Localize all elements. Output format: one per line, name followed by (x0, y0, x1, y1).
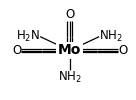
Text: O: O (118, 44, 127, 57)
Text: Mo: Mo (58, 44, 81, 58)
Text: O: O (65, 8, 74, 21)
Text: H$_2$N: H$_2$N (16, 29, 40, 44)
Text: O: O (12, 44, 21, 57)
Text: NH$_2$: NH$_2$ (58, 70, 82, 85)
Text: NH$_2$: NH$_2$ (99, 29, 123, 44)
